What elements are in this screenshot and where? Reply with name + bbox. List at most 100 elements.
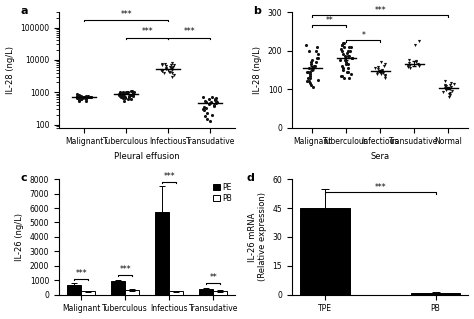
Point bbox=[306, 81, 314, 86]
Point bbox=[338, 48, 346, 53]
Point bbox=[167, 62, 175, 67]
Point bbox=[439, 90, 447, 95]
Point bbox=[80, 95, 87, 100]
Point bbox=[309, 67, 316, 72]
Text: ***: *** bbox=[141, 27, 153, 36]
Point bbox=[78, 95, 86, 100]
X-axis label: Sera: Sera bbox=[371, 152, 390, 161]
Point bbox=[304, 69, 311, 74]
Point bbox=[415, 38, 423, 43]
Point bbox=[412, 60, 419, 65]
Point bbox=[345, 75, 352, 80]
Point bbox=[309, 85, 316, 90]
Point bbox=[345, 54, 353, 59]
Point bbox=[346, 44, 353, 49]
Point bbox=[446, 93, 454, 98]
Point bbox=[168, 71, 176, 76]
Point bbox=[162, 63, 170, 69]
Point bbox=[77, 96, 85, 101]
Point bbox=[118, 95, 125, 100]
Point bbox=[404, 63, 412, 69]
Point bbox=[162, 65, 169, 70]
Point bbox=[207, 100, 214, 105]
Point bbox=[304, 75, 311, 80]
Point bbox=[116, 92, 124, 97]
Point bbox=[374, 67, 382, 72]
Point bbox=[378, 68, 386, 73]
Point bbox=[309, 65, 316, 70]
Point bbox=[158, 69, 165, 74]
Point bbox=[160, 70, 167, 75]
Point bbox=[338, 42, 346, 48]
Point bbox=[348, 56, 356, 61]
Point bbox=[77, 96, 85, 101]
Point bbox=[117, 92, 125, 97]
Point bbox=[118, 92, 126, 97]
Point bbox=[342, 60, 350, 65]
Point bbox=[205, 102, 213, 107]
Point bbox=[164, 67, 172, 72]
Point bbox=[82, 98, 90, 103]
Point bbox=[306, 75, 313, 80]
Point bbox=[79, 95, 87, 100]
Point bbox=[119, 96, 127, 101]
Point bbox=[118, 91, 125, 96]
Text: c: c bbox=[20, 174, 27, 183]
Y-axis label: IL-28 (ng/L): IL-28 (ng/L) bbox=[253, 46, 262, 94]
Point bbox=[340, 41, 348, 46]
Point bbox=[210, 103, 218, 108]
Point bbox=[442, 84, 450, 89]
Point bbox=[302, 42, 310, 48]
Point bbox=[204, 116, 211, 122]
Point bbox=[123, 89, 131, 94]
Point bbox=[344, 50, 351, 55]
Point bbox=[341, 54, 349, 59]
Point bbox=[157, 67, 164, 72]
Point bbox=[119, 89, 127, 94]
Point bbox=[346, 48, 354, 53]
Point bbox=[88, 94, 95, 100]
Point bbox=[82, 97, 90, 102]
Point bbox=[116, 91, 124, 96]
Point bbox=[75, 98, 83, 103]
Point bbox=[381, 75, 389, 80]
Point bbox=[119, 90, 127, 95]
Point bbox=[203, 110, 211, 115]
Point bbox=[212, 96, 219, 101]
Point bbox=[381, 62, 389, 67]
X-axis label: Pleural effusion: Pleural effusion bbox=[114, 152, 180, 161]
Point bbox=[308, 83, 315, 88]
Point bbox=[75, 96, 83, 101]
Point bbox=[159, 69, 166, 74]
Point bbox=[168, 66, 175, 71]
Point bbox=[307, 60, 314, 65]
Point bbox=[166, 64, 174, 69]
Point bbox=[340, 75, 347, 80]
Point bbox=[443, 87, 450, 93]
Point bbox=[162, 66, 169, 71]
Point bbox=[344, 62, 352, 67]
Point bbox=[312, 60, 320, 65]
Point bbox=[441, 84, 449, 89]
Point bbox=[129, 90, 137, 95]
Point bbox=[446, 86, 454, 92]
Point bbox=[345, 54, 352, 59]
Point bbox=[341, 58, 348, 63]
Point bbox=[339, 67, 347, 72]
Point bbox=[441, 79, 449, 84]
Point bbox=[337, 46, 345, 51]
Bar bbox=[81, 291, 95, 295]
Point bbox=[404, 64, 412, 69]
Point bbox=[314, 56, 322, 61]
Point bbox=[305, 65, 313, 70]
Point bbox=[84, 94, 91, 99]
Point bbox=[202, 105, 210, 110]
Point bbox=[415, 63, 423, 69]
Point bbox=[73, 91, 81, 96]
Point bbox=[119, 90, 127, 95]
Text: ***: *** bbox=[75, 269, 87, 278]
Point bbox=[337, 73, 345, 78]
Point bbox=[210, 102, 218, 108]
Point bbox=[170, 62, 178, 67]
Point bbox=[306, 71, 314, 76]
